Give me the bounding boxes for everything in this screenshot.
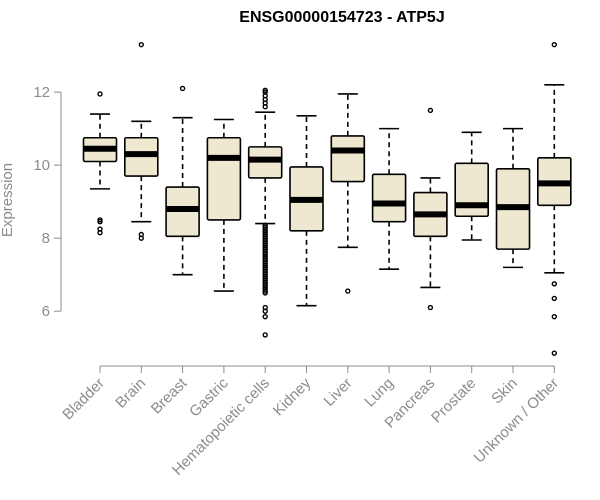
outlier-point (551, 295, 557, 302)
box-iqr (454, 162, 490, 218)
box-iqr (206, 136, 242, 221)
outlier-point (427, 304, 434, 311)
outlier-point (179, 85, 186, 92)
outlier-point (97, 91, 103, 97)
outlier-point (551, 281, 557, 287)
outlier-point (262, 222, 268, 229)
outlier-point (551, 350, 557, 356)
outlier-point (138, 41, 145, 48)
outlier-point (262, 304, 268, 311)
box-group (536, 41, 572, 356)
x-category-label: Skin (488, 375, 521, 408)
plot-area (82, 41, 572, 356)
outlier-point (262, 87, 268, 93)
outlier-point (551, 41, 557, 48)
y-tick-label: 12 (33, 84, 50, 101)
outlier-point (138, 231, 145, 238)
outlier-point (97, 219, 103, 225)
x-category-label: Prostate (428, 375, 480, 427)
x-category-label: Breast (148, 374, 191, 417)
y-axis-label: Expression (0, 163, 16, 237)
box-group (124, 41, 159, 241)
outlier-point (97, 217, 103, 223)
box-group (206, 118, 242, 292)
outlier-point (262, 224, 268, 230)
outlier-point (262, 313, 268, 320)
x-category-label: Bladder (59, 375, 108, 424)
box-group (82, 91, 118, 236)
outlier-point (551, 313, 557, 320)
y-tick-label: 8 (42, 230, 50, 247)
box-group (371, 127, 407, 270)
box-group (289, 115, 324, 307)
outlier-point (262, 89, 268, 95)
y-tick-label: 6 (42, 303, 50, 320)
x-category-label: Lung (361, 375, 397, 411)
outlier-point (262, 332, 268, 338)
outlier-point (345, 288, 351, 294)
x-category-label: Liver (321, 375, 356, 410)
box-group (495, 127, 531, 269)
box-iqr (371, 173, 407, 223)
x-category-label: Brain (112, 375, 149, 412)
box-group (413, 107, 448, 311)
x-category-label: Kidney (270, 374, 315, 419)
box-iqr (330, 135, 366, 183)
chart-title: ENSG00000154723 - ATP5J (239, 9, 444, 26)
box-group (247, 87, 283, 338)
outlier-point (97, 226, 103, 232)
box-group (165, 85, 200, 276)
y-tick-label: 10 (33, 157, 50, 174)
box-group (454, 131, 490, 241)
box-group (330, 93, 366, 294)
outlier-point (427, 107, 434, 114)
